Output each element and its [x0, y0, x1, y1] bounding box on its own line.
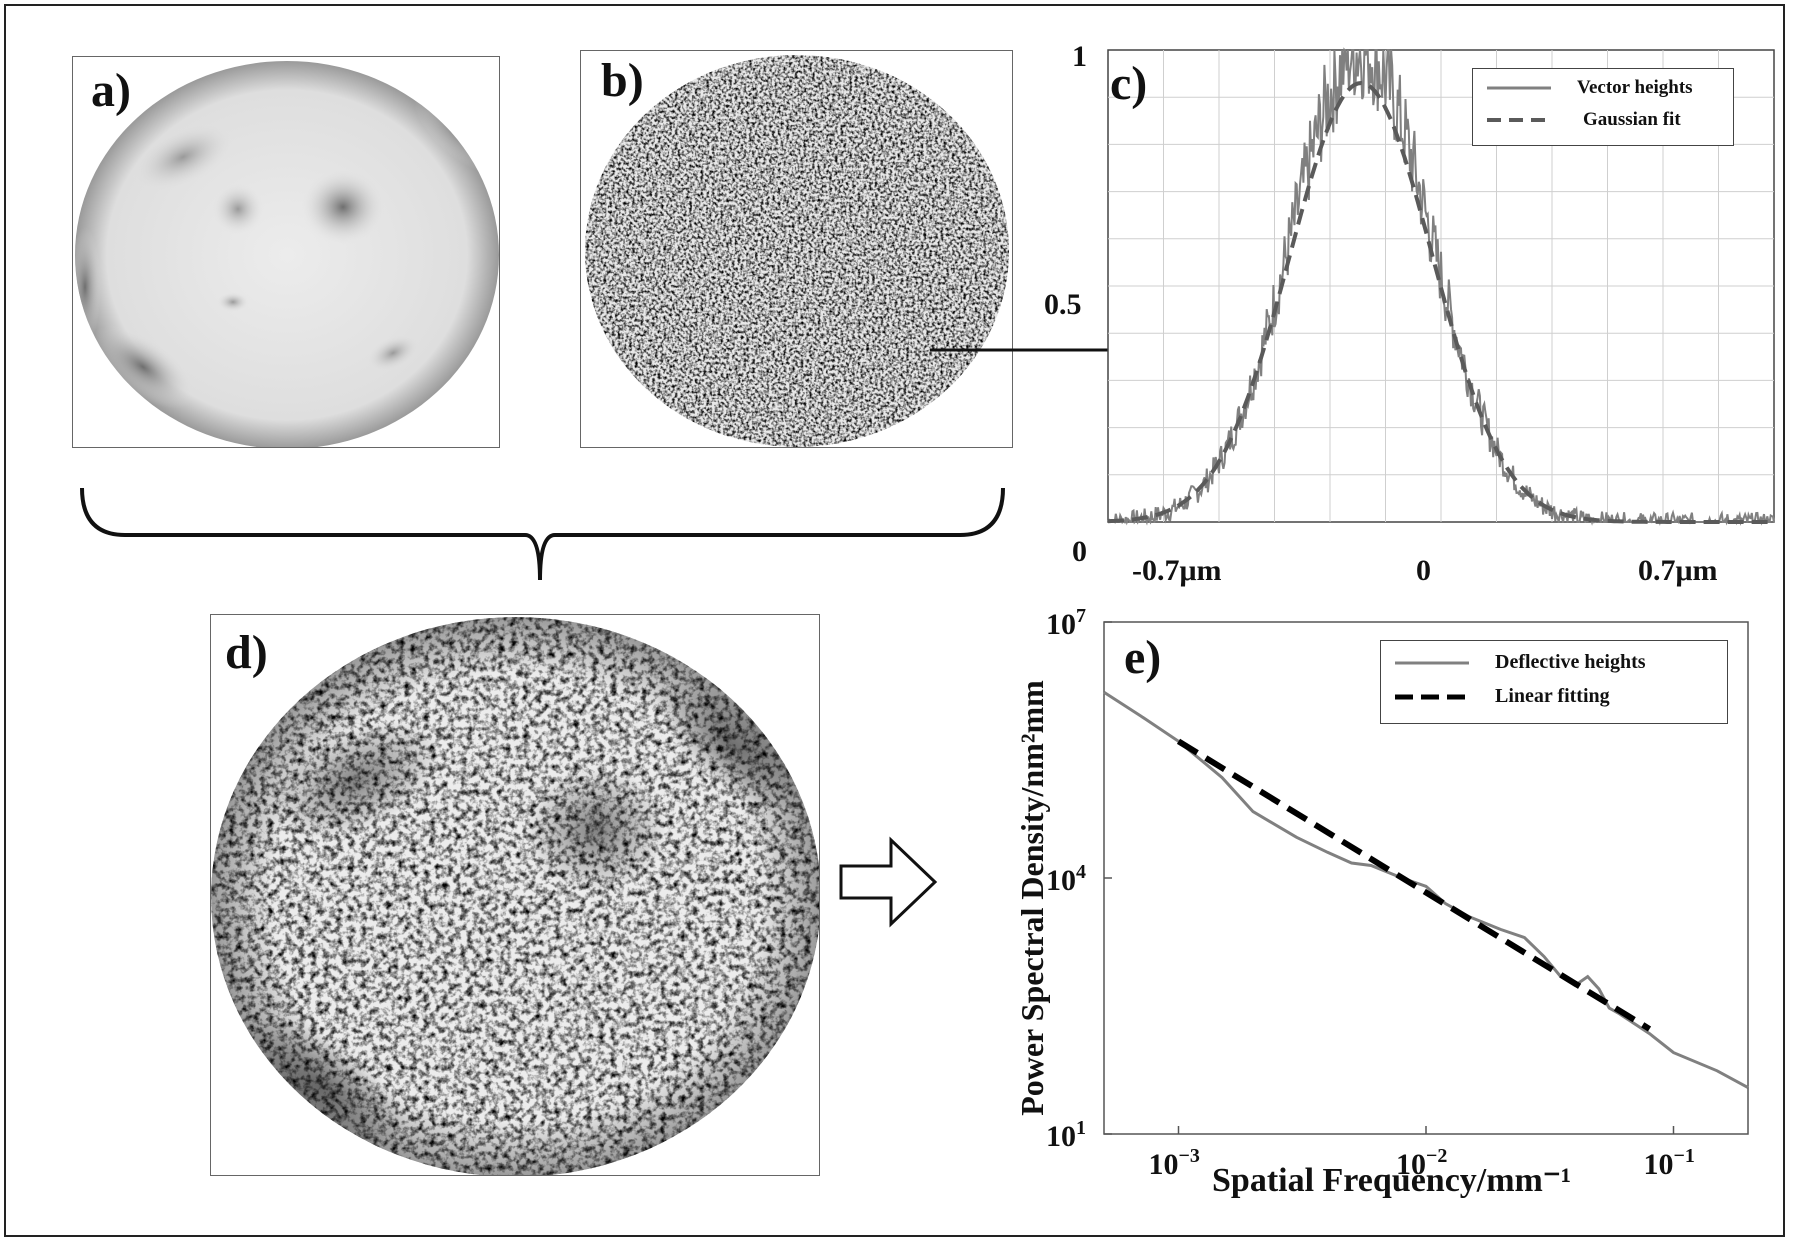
panel-d-label: d) — [225, 626, 268, 679]
c-ytick-05: 0.5 — [1044, 288, 1082, 321]
figure-frame — [4, 4, 1785, 1237]
e-legend-deflective-heights: Deflective heights — [1495, 651, 1646, 673]
panel-c-label: c) — [1110, 57, 1148, 110]
c-ytick-1: 1 — [1072, 40, 1087, 73]
e-ytick-label: 104 — [1046, 861, 1086, 897]
c-xtick-zero: 0 — [1416, 554, 1431, 587]
c-legend-gaussian-fit: Gaussian fit — [1583, 109, 1681, 130]
panel-c-chart: c) 1 0.5 0 -0.7μm 0 0.7μm Vector heights… — [1040, 40, 1790, 600]
c-legend-vector-heights: Vector heights — [1577, 77, 1693, 98]
panel-d-image: d) — [210, 614, 820, 1176]
panel-a-surface — [75, 61, 499, 447]
e-ylabel: Power Spectral Density/nm²mm — [1014, 680, 1050, 1116]
e-xtick-label: 10−3 — [1149, 1145, 1200, 1181]
e-ytick-label: 107 — [1046, 606, 1086, 641]
brace-connector — [80, 487, 1005, 581]
arrow-d-to-e — [839, 836, 938, 928]
c-xtick-pos: 0.7μm — [1638, 554, 1718, 587]
e-xlabel: Spatial Frequency/mm⁻¹ — [1212, 1162, 1572, 1199]
c-legend: Vector heights Gaussian fit — [1472, 68, 1734, 146]
panel-b-label: b) — [601, 54, 644, 107]
panel-b-image: b) — [580, 50, 1013, 448]
e-series-linear-fitting — [1176, 738, 1652, 1032]
e-ytick-label: 101 — [1046, 1117, 1086, 1153]
panel-e-chart: 10−3 10−2 10−1 101 104 107 e) Deflective heig… — [1000, 606, 1790, 1206]
c-series-gaussian-fit — [1107, 80, 1774, 524]
panel-a-image: a) — [72, 56, 500, 448]
panel-a-label: a) — [91, 64, 131, 117]
e-xtick-label: 10−1 — [1643, 1145, 1694, 1181]
c-ytick-0: 0 — [1072, 535, 1087, 568]
e-legend-linear-fitting: Linear fitting — [1495, 685, 1610, 707]
e-legend: Deflective heights Linear fitting — [1380, 640, 1728, 724]
c-xtick-neg: -0.7μm — [1132, 554, 1222, 587]
panel-d-surface — [211, 617, 819, 1175]
panel-b-surface — [585, 55, 1009, 447]
e-xtick-label: 10−2 — [1396, 1145, 1447, 1181]
panel-e-label: e) — [1124, 631, 1162, 684]
